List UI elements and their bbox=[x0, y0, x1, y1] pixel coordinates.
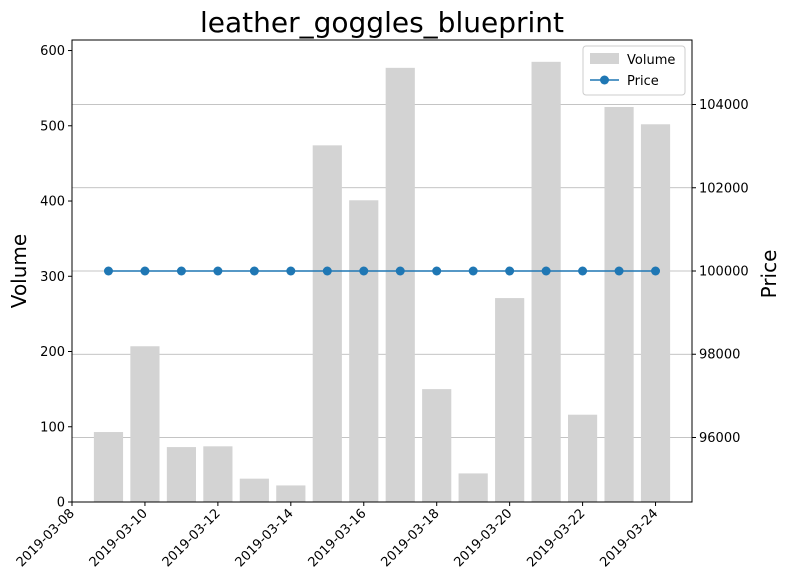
volume-bar bbox=[276, 485, 306, 502]
y-tick-label: 300 bbox=[40, 270, 65, 285]
price-point bbox=[140, 266, 150, 276]
price-point bbox=[103, 266, 113, 276]
legend-price-marker bbox=[600, 75, 609, 85]
volume-bar bbox=[312, 145, 342, 502]
y-axis-title: Volume bbox=[7, 234, 31, 308]
chart-title: leather_goggles_blueprint bbox=[200, 6, 564, 39]
y-tick-label: 0 bbox=[57, 496, 65, 511]
price-point bbox=[541, 266, 551, 276]
volume-bar bbox=[458, 473, 488, 502]
volume-bar bbox=[640, 124, 671, 502]
y-tick-label: 500 bbox=[40, 119, 65, 134]
price-point bbox=[322, 266, 332, 276]
price-point bbox=[395, 266, 405, 276]
volume-bar bbox=[604, 106, 634, 502]
price-point bbox=[359, 266, 369, 276]
volume-bar bbox=[130, 346, 160, 502]
legend-volume-label: Volume bbox=[627, 53, 675, 68]
bar-series bbox=[93, 61, 671, 502]
volume-bar bbox=[422, 389, 452, 502]
y2-axis-title: Price bbox=[757, 250, 781, 299]
volume-bar bbox=[349, 200, 379, 502]
volume-bar bbox=[203, 446, 233, 502]
y2-tick-label: 96000 bbox=[699, 431, 740, 446]
volume-bar bbox=[166, 447, 196, 502]
price-point bbox=[249, 266, 259, 276]
y2-tick-label: 98000 bbox=[699, 348, 740, 363]
y-tick-label: 100 bbox=[40, 420, 65, 435]
y-tick-label: 600 bbox=[40, 44, 65, 59]
volume-bar bbox=[93, 432, 124, 502]
price-point bbox=[176, 266, 186, 276]
volume-bar bbox=[531, 61, 561, 502]
legend-price-label: Price bbox=[627, 74, 659, 89]
y2-tick-label: 102000 bbox=[699, 181, 749, 196]
price-point bbox=[286, 266, 296, 276]
price-point bbox=[213, 266, 223, 276]
volume-bar bbox=[239, 478, 269, 502]
price-point bbox=[614, 266, 624, 276]
price-point bbox=[578, 266, 588, 276]
y-tick-label: 200 bbox=[40, 345, 65, 360]
volume-bar bbox=[385, 67, 415, 502]
price-point bbox=[432, 266, 442, 276]
price-point bbox=[651, 266, 661, 276]
volume-bar bbox=[495, 298, 525, 502]
price-point bbox=[505, 266, 515, 276]
line-series bbox=[103, 266, 661, 276]
y2-tick-label: 104000 bbox=[699, 98, 749, 113]
y2-tick-label: 100000 bbox=[699, 265, 749, 280]
y-tick-label: 400 bbox=[40, 195, 65, 210]
price-point bbox=[468, 266, 478, 276]
legend: Volume Price bbox=[582, 45, 686, 96]
volume-bar bbox=[568, 414, 598, 502]
legend-volume-swatch bbox=[590, 53, 619, 64]
